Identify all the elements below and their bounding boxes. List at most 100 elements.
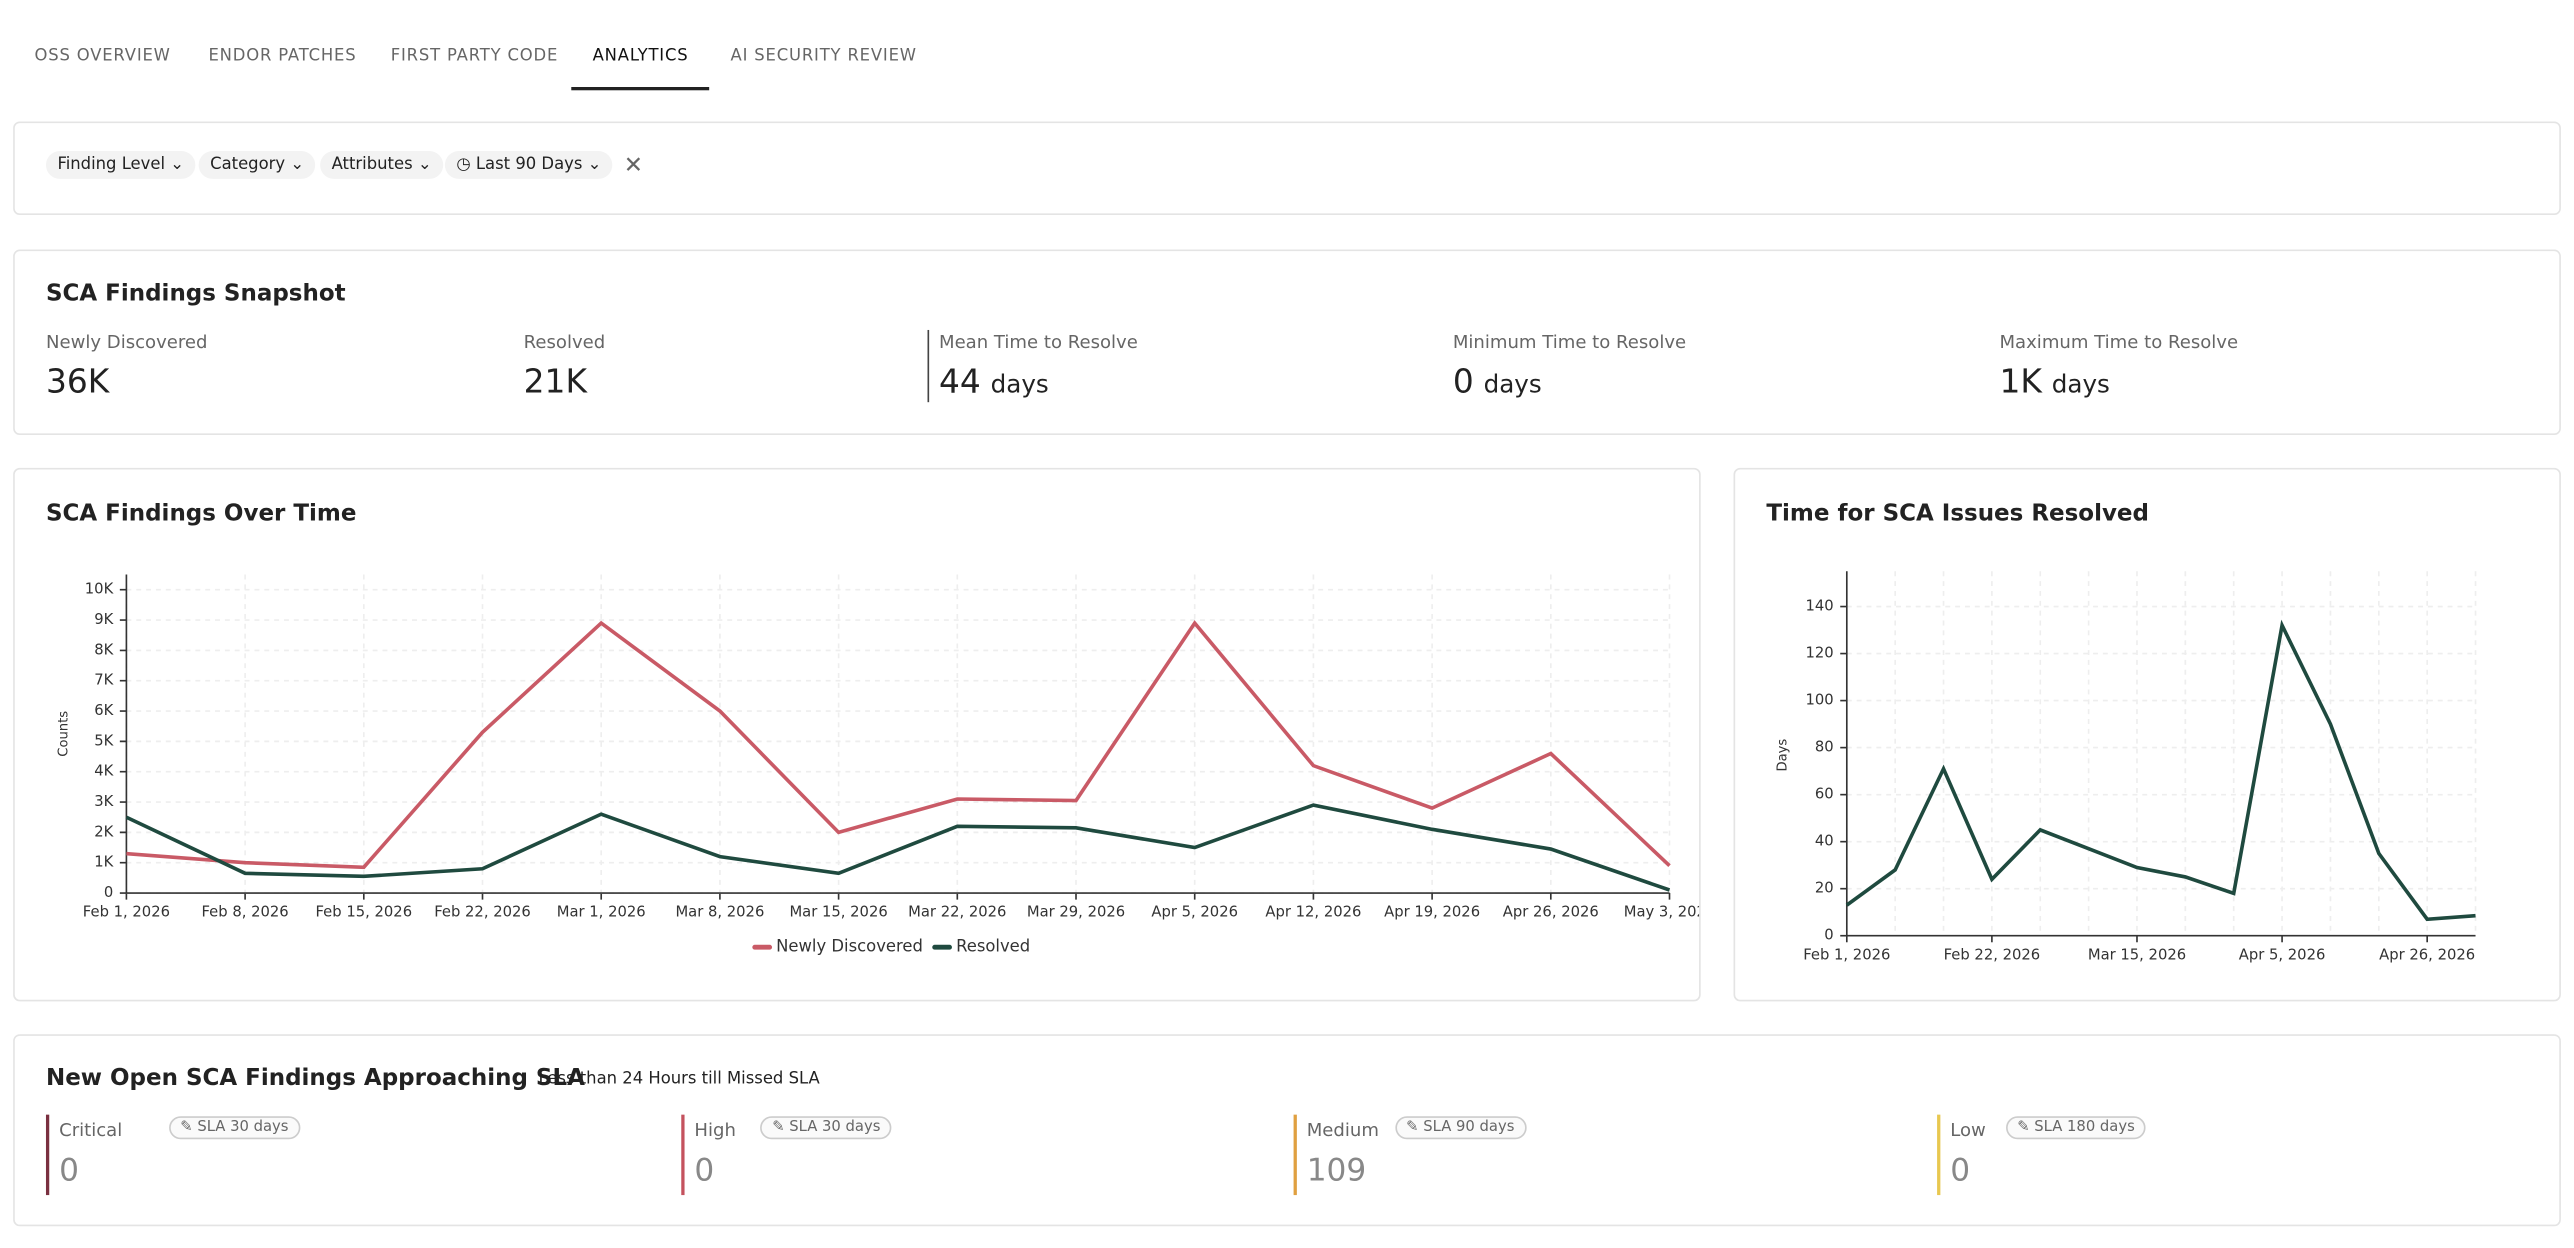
sla-bar [1293,1114,1297,1196]
sla-label: High [694,1119,736,1141]
y-axis-label: Days [1775,739,1790,772]
y-tick-label: 1K [94,854,113,871]
y-tick-label: 5K [94,732,113,749]
x-tick-label: Feb 1, 2026 [83,904,170,921]
snapshot-card [13,249,2561,436]
tab[interactable]: AI SECURITY REVIEW [730,47,917,66]
edit-icon: ✎ [772,1119,790,1136]
y-tick-label: 7K [94,672,113,689]
y-tick-label: 140 [1805,598,1833,615]
metric-unit: days [1483,369,1542,399]
metric-number: 36K [45,361,110,401]
edit-icon: ✎ [2017,1119,2035,1136]
metric-number: 1K [1999,361,2042,401]
sla-value: 0 [1950,1152,1971,1189]
sla-bar [1937,1114,1941,1196]
legend-label: Newly Discovered [776,937,923,956]
x-tick-label: Apr 26, 2026 [2379,946,2475,963]
line-series [1845,619,2476,922]
sla-label: Medium [1306,1119,1379,1141]
x-tick-label: Feb 22, 2026 [1944,946,2041,963]
chevron: ⌄ [582,155,602,175]
sla-chip[interactable]: ✎ SLA 30 days [168,1116,300,1140]
filter-chip[interactable]: ◷ Last 90 Days ⌄ [444,151,613,179]
y-tick-label: 120 [1805,645,1833,662]
y-tick-label: 4K [94,763,113,780]
metric-label: Newly Discovered [45,331,208,353]
chart-title: SCA Findings Over Time [45,500,357,527]
chart-card [13,467,1701,1002]
sla-bar [45,1114,50,1196]
y-tick-label: 60 [1815,786,1834,803]
chevron: ⌄ [285,155,305,175]
x-tick-label: Feb 22, 2026 [434,904,531,921]
tab[interactable]: ENDOR PATCHES [208,47,357,66]
y-tick-label: 8K [94,641,113,658]
metric-value: 44 days [939,361,1049,400]
y-tick-label: 80 [1815,739,1834,756]
y-tick-label: 10K [85,581,114,598]
sla-chip[interactable]: ✎ SLA 90 days [1394,1116,1526,1140]
y-axis-label: Counts [57,711,72,757]
x-tick-label: Apr 5, 2026 [1151,904,1238,921]
tab[interactable]: OSS OVERVIEW [34,47,171,66]
y-tick-label: 0 [1824,927,1833,944]
edit-icon: ✎ [180,1119,198,1136]
sla-chip[interactable]: ✎ SLA 30 days [760,1116,892,1140]
x-tick-label: Mar 29, 2026 [1027,904,1125,921]
chart: Feb 1, 2026 Feb 22, 2026 Mar 15, 2026 Apr 5… [1775,571,2477,963]
metric-label: Mean Time to Resolve [938,331,1138,353]
filter-label: Last 90 Days [475,155,583,175]
sla-days: SLA 30 days [789,1119,881,1136]
sla-days: SLA 30 days [197,1119,289,1136]
x-tick-label: Mar 15, 2026 [789,904,887,921]
y-tick-label: 9K [94,611,113,628]
x-tick-label: Apr 12, 2026 [1265,904,1361,921]
sla-value: 0 [59,1152,79,1189]
filter-label: Finding Level [57,155,166,175]
sla-value: 0 [694,1152,715,1189]
x-tick-label: Mar 22, 2026 [908,904,1006,921]
metric-value: 21K [524,361,587,400]
sla-value: 109 [1306,1152,1367,1189]
sla-days: SLA 180 days [2034,1119,2135,1136]
x-tick-label: Feb 15, 2026 [316,904,413,921]
legend-label: Resolved [956,937,1030,956]
tab[interactable]: ANALYTICS [592,47,689,66]
metric-number: 21K [523,361,588,401]
filter-label: Attributes [331,155,413,175]
edit-icon: ✎ [1406,1119,1424,1136]
tab[interactable]: FIRST PARTY CODE [390,47,559,66]
x-tick-label: Feb 1, 2026 [1803,946,1890,963]
y-tick-label: 40 [1815,833,1834,850]
chart: Feb 1, 2026 Feb 8, 2026 Feb 15, 2026 Feb 22… [57,574,1699,921]
clear-filters[interactable]: ✕ [623,152,644,179]
chart-title: Time for SCA Issues Resolved [1766,500,2149,527]
metric-value: 1K days [1999,361,2109,400]
metric-unit: days [2051,369,2110,399]
filter-chip[interactable]: Finding Level ⌄ [45,151,196,179]
filter-chip[interactable]: Attributes ⌄ [320,151,444,179]
clock-icon: ◷ [456,155,476,175]
active-tab-underline [571,87,710,91]
sla-days: SLA 90 days [1423,1119,1515,1136]
filter-label: Category [210,155,286,175]
sla-chip[interactable]: ✎ SLA 180 days [2005,1116,2147,1140]
metric-label: Resolved [523,331,606,353]
metric-value: 36K [46,361,109,400]
line-series [126,620,1671,870]
x-tick-label: Feb 8, 2026 [202,904,289,921]
y-tick-label: 6K [94,702,113,719]
sla-subtitle: Less than 24 Hours till Missed SLA [538,1070,820,1089]
filter-chip[interactable]: Category ⌄ [198,151,316,179]
x-tick-label: Mar 15, 2026 [2088,946,2186,963]
line-series [125,803,1671,892]
metric-label: Minimum Time to Resolve [1452,331,1687,353]
sla-label: Critical [59,1119,123,1141]
y-tick-label: 100 [1805,692,1833,709]
y-tick-label: 0 [104,884,113,901]
x-tick-label: Apr 19, 2026 [1384,904,1480,921]
